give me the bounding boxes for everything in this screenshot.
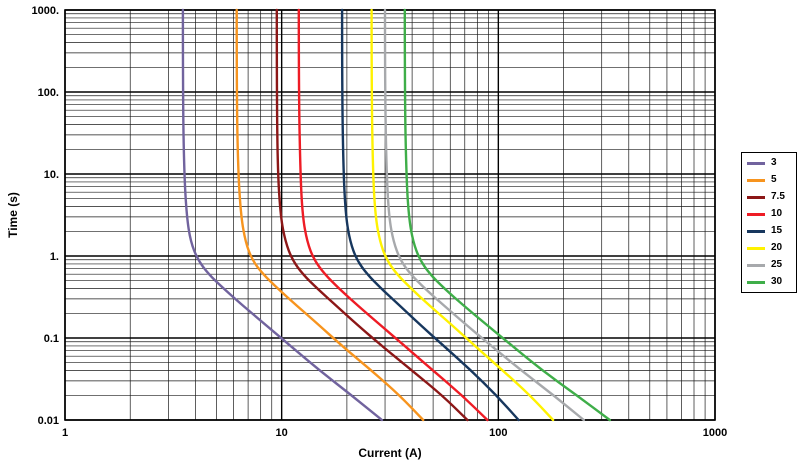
legend-label: 3: [771, 157, 777, 168]
legend-item-10: 10: [747, 209, 791, 219]
legend: 3 5 7.5 10 15 20 25 30: [741, 152, 797, 293]
series-line-10: [297, 8, 489, 422]
legend-swatch: [747, 195, 765, 199]
legend-swatch: [747, 280, 765, 284]
legend-item-25: 25: [747, 260, 791, 270]
legend-label: 25: [771, 259, 783, 270]
legend-swatch: [747, 263, 765, 267]
x-tick-label: 100: [489, 427, 507, 439]
y-tick-label: 1.: [50, 251, 59, 263]
x-tick-label: 10: [276, 427, 288, 439]
x-tick-label: 1: [62, 427, 68, 439]
legend-item-20: 20: [747, 243, 791, 253]
legend-label: 15: [771, 225, 783, 236]
series-line-3: [181, 8, 384, 422]
legend-label: 7.5: [771, 191, 785, 202]
y-tick-label: 1000.: [31, 5, 59, 17]
series-line-15: [340, 8, 520, 422]
legend-swatch: [747, 161, 765, 165]
y-tick-label: 0.1: [44, 333, 59, 345]
series-line-5: [235, 8, 425, 422]
series-line-25: [383, 8, 585, 422]
legend-label: 5: [771, 174, 777, 185]
y-tick-label: 0.01: [38, 415, 59, 427]
x-tick-label: 1000: [703, 427, 727, 439]
grid-minor: [65, 10, 715, 420]
legend-label: 10: [771, 208, 783, 219]
legend-label: 30: [771, 276, 783, 287]
legend-item-7.5: 7.5: [747, 192, 791, 202]
series-line-30: [403, 8, 611, 422]
legend-item-15: 15: [747, 226, 791, 236]
legend-item-5: 5: [747, 175, 791, 185]
y-tick-label: 100.: [38, 87, 59, 99]
legend-item-30: 30: [747, 277, 791, 287]
legend-swatch: [747, 178, 765, 182]
plot-border: [64, 9, 716, 421]
legend-item-3: 3: [747, 158, 791, 168]
y-axis-title: Time (s): [6, 192, 20, 238]
y-tick-label: 10.: [44, 169, 59, 181]
series-line-20: [370, 8, 555, 422]
x-axis-title: Current (A): [358, 446, 422, 460]
legend-swatch: [747, 229, 765, 233]
legend-swatch: [747, 246, 765, 250]
series-line-7.5: [275, 8, 469, 422]
legend-swatch: [747, 212, 765, 216]
legend-label: 20: [771, 242, 783, 253]
